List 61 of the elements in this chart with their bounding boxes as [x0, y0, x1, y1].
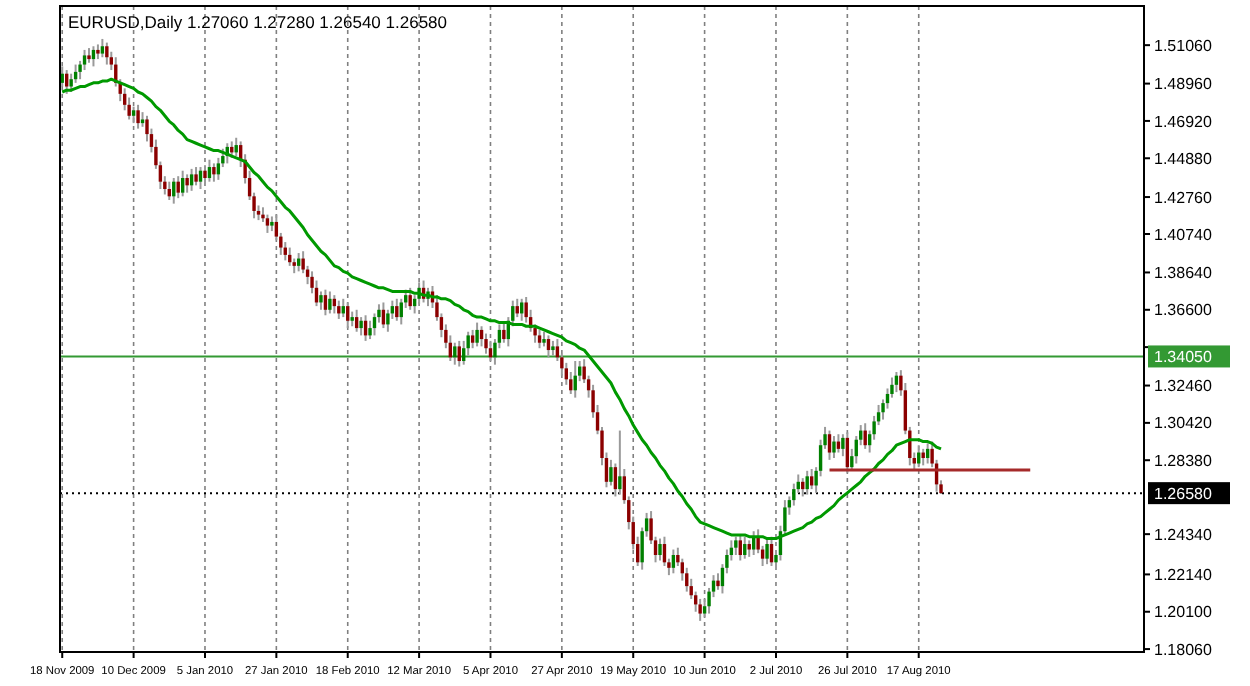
candlestick	[470, 328, 475, 350]
y-tick-label: 1.36600	[1154, 301, 1213, 320]
y-tick-label: 1.20100	[1154, 603, 1213, 622]
candlestick	[105, 41, 109, 66]
candlestick	[359, 316, 363, 337]
y-tick-label: 1.24340	[1154, 525, 1213, 544]
candlestick	[323, 288, 328, 317]
candlestick	[127, 96, 131, 121]
y-tick-label: 1.30420	[1154, 414, 1213, 433]
y-tick-label: 1.28380	[1154, 451, 1213, 470]
candlestick	[82, 48, 87, 72]
candlestick	[457, 339, 461, 368]
candlestick	[203, 164, 207, 185]
y-tick-label: 1.38640	[1154, 264, 1213, 283]
candlestick	[408, 286, 412, 311]
y-tick-label: 1.18060	[1154, 640, 1213, 659]
candlestick	[658, 537, 662, 562]
y-tick-label: 1.42760	[1154, 188, 1213, 207]
candlestick	[475, 321, 479, 348]
candlestick	[328, 290, 332, 315]
candlestick	[462, 339, 466, 366]
candlestick	[100, 37, 105, 59]
candlestick	[399, 297, 403, 326]
candlestick	[734, 535, 738, 557]
candlestick	[185, 173, 189, 194]
candlestick	[832, 435, 836, 460]
candlestick	[827, 429, 832, 461]
candlestick	[346, 301, 350, 330]
y-tick-label: 1.32460	[1154, 377, 1213, 396]
candlestick	[618, 429, 622, 496]
candlestick	[180, 169, 185, 198]
candlestick	[537, 328, 542, 350]
candlestick	[368, 319, 372, 341]
candlestick	[502, 321, 506, 344]
y-tick-label: 1.51060	[1154, 36, 1213, 55]
candlestick	[765, 537, 769, 566]
y-tick-label: 1.40740	[1154, 225, 1213, 244]
candlestick	[524, 295, 528, 324]
candlestick	[792, 482, 796, 507]
ref-line-label: 1.26580	[1154, 484, 1213, 503]
candlestick	[685, 566, 689, 593]
candlestick	[65, 69, 69, 95]
chart-title: EURUSD,Daily 1.27060 1.27280 1.26540 1.26580	[68, 12, 448, 32]
y-tick-label: 1.46920	[1154, 112, 1213, 131]
candlestick	[194, 166, 198, 187]
candlestick	[698, 597, 702, 622]
candlestick	[671, 548, 676, 575]
ref-line-label: 1.34050	[1154, 348, 1213, 367]
candlestick	[805, 469, 809, 496]
candlestick	[738, 533, 742, 562]
y-tick-label: 1.22140	[1154, 566, 1213, 585]
candlestick	[386, 308, 390, 333]
candlestick	[466, 330, 470, 357]
candlestick	[863, 422, 867, 450]
candlestick	[484, 332, 488, 355]
candlestick	[265, 213, 270, 234]
y-tick-label: 1.48960	[1154, 75, 1213, 94]
candlestick	[136, 103, 140, 130]
candlestick	[212, 162, 216, 183]
y-tick-label: 1.44880	[1154, 149, 1213, 168]
candlestick	[337, 299, 341, 320]
